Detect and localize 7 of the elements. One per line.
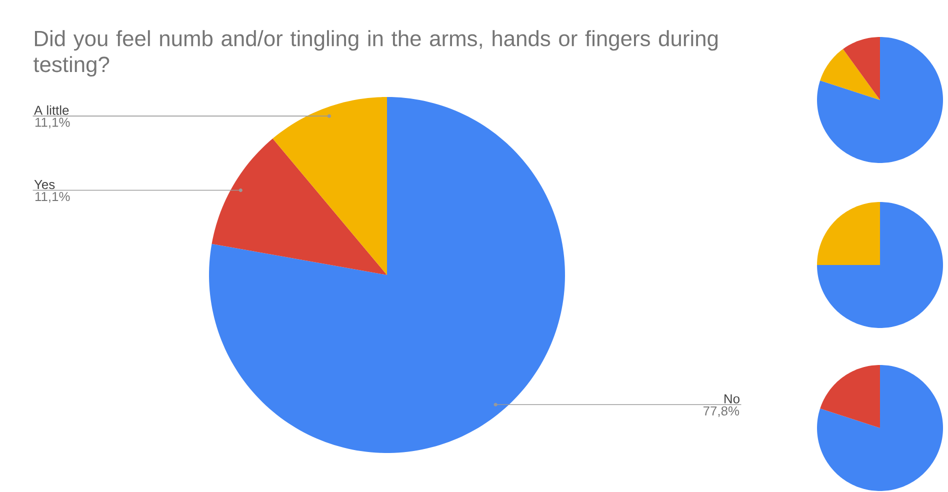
data-label: 11,1% bbox=[35, 192, 70, 203]
chart-title: Did you feel numb and/or tingling in the arms, hands or fingers during testing? bbox=[34, 30, 718, 77]
slice-label: Yes bbox=[34, 180, 55, 190]
slice-label: A little bbox=[34, 105, 69, 115]
data-label: 11,1% bbox=[35, 118, 70, 128]
data-label: 77,8% bbox=[703, 406, 740, 418]
slice-label: No bbox=[724, 394, 740, 404]
